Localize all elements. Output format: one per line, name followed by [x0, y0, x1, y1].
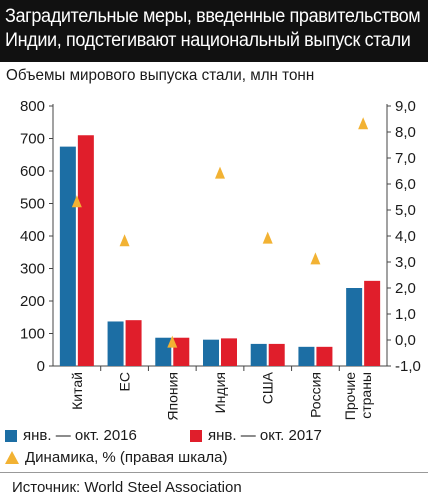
y2-tick-label: 7,0	[395, 150, 416, 167]
y-tick-label: 100	[20, 326, 45, 343]
bar-2016	[107, 321, 124, 366]
chart-subtitle: Объемы мирового выпуска стали, млн тонн	[6, 67, 315, 84]
y2-tick-label: 3,0	[395, 254, 416, 271]
y-tick-label: 700	[20, 131, 45, 148]
y2-tick-label: 8,0	[395, 124, 416, 141]
dynamics-marker	[358, 117, 369, 130]
y-tick-label: 400	[20, 228, 45, 245]
dynamics-marker	[119, 234, 130, 247]
bar-2016	[155, 337, 172, 366]
y2-tick-label: 4,0	[395, 228, 416, 245]
bar-2016	[203, 339, 219, 366]
y-tick-label: 800	[20, 98, 45, 115]
y-tick-label: 500	[20, 196, 45, 213]
bar-2017	[125, 320, 142, 366]
dynamics-marker	[310, 252, 321, 265]
y2-tick-label: -1,0	[395, 358, 421, 375]
bar-2017	[364, 280, 381, 366]
y-tick-label: 0	[37, 358, 45, 375]
y2-tick-label: 9,0	[395, 98, 416, 115]
x-tick-label: Прочиестраны	[342, 372, 374, 420]
y2-tick-label: 1,0	[395, 306, 416, 323]
y2-tick-label: 2,0	[395, 280, 416, 297]
dynamics-marker	[215, 166, 225, 179]
y-tick-label: 300	[20, 261, 45, 278]
chart-header: Заградительные меры, введенные правитель…	[0, 0, 428, 62]
footer-divider	[0, 472, 428, 473]
bar-2017	[173, 337, 190, 366]
y2-tick-label: 5,0	[395, 202, 416, 219]
bar-2017	[221, 338, 237, 366]
bar-2017	[316, 346, 333, 366]
x-tick-label: Япония	[164, 372, 180, 421]
x-tick-label: ЕС	[117, 372, 133, 391]
bar-2016	[298, 346, 315, 366]
x-tick-label: Китай	[69, 372, 85, 410]
dynamics-marker	[262, 231, 273, 244]
bar-2016	[346, 288, 363, 366]
x-tick-label: Россия	[307, 372, 323, 418]
y2-tick-label: 6,0	[395, 176, 416, 193]
x-tick-label: США	[260, 371, 276, 404]
y-tick-label: 200	[20, 293, 45, 310]
y-tick-label: 600	[20, 163, 45, 180]
source-note: Источник: World Steel Association	[12, 479, 242, 496]
chart-title-line-2: Индии, подстегивают национальный выпуск …	[5, 30, 411, 51]
y2-tick-label: 0,0	[395, 332, 416, 349]
x-tick-label: Индия	[212, 372, 228, 413]
bar-2017	[77, 135, 94, 366]
dynamics-marker	[71, 195, 82, 208]
bar-2016	[250, 343, 267, 366]
bar-2017	[268, 343, 285, 366]
chart-title-line-1: Заградительные меры, введенные правитель…	[5, 6, 421, 27]
bar-2016	[59, 146, 76, 366]
dynamics-marker	[167, 335, 178, 348]
